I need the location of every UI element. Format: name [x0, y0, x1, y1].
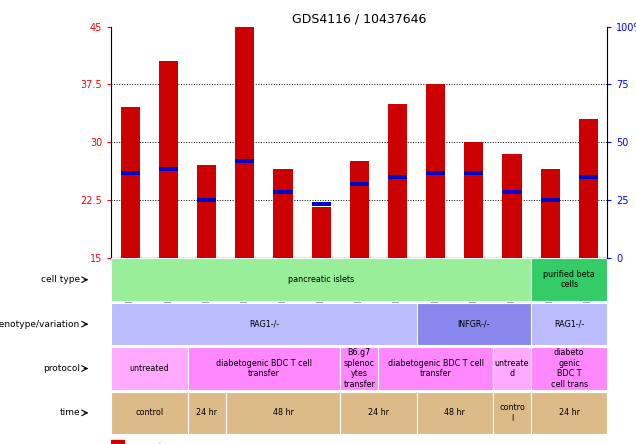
Bar — [197, 198, 216, 202]
Text: control: control — [135, 408, 163, 417]
Bar — [493, 347, 531, 390]
Bar — [312, 207, 331, 258]
Text: count: count — [134, 443, 163, 444]
Title: GDS4116 / 10437646: GDS4116 / 10437646 — [292, 12, 427, 25]
Bar — [502, 190, 522, 194]
Bar — [235, 27, 254, 258]
Bar — [417, 303, 531, 345]
Bar — [350, 182, 369, 186]
Text: RAG1-/-: RAG1-/- — [554, 320, 584, 329]
Bar — [111, 303, 417, 345]
Text: 24 hr: 24 hr — [196, 408, 218, 417]
Text: untreated: untreated — [130, 364, 169, 373]
Text: pancreatic islets: pancreatic islets — [288, 275, 354, 284]
Text: time: time — [60, 408, 80, 417]
Bar — [531, 392, 607, 434]
Text: 24 hr: 24 hr — [368, 408, 389, 417]
Bar — [531, 347, 607, 390]
Bar — [493, 392, 531, 434]
Bar — [312, 202, 331, 206]
Bar — [121, 107, 140, 258]
Bar — [111, 258, 531, 301]
Text: 24 hr: 24 hr — [558, 408, 580, 417]
Bar — [111, 392, 188, 434]
Bar — [464, 142, 483, 258]
Bar — [188, 347, 340, 390]
Bar — [426, 171, 445, 175]
Bar — [464, 171, 483, 175]
Bar — [226, 392, 340, 434]
Bar — [111, 347, 188, 390]
Bar — [340, 347, 378, 390]
Text: 48 hr: 48 hr — [273, 408, 293, 417]
Text: protocol: protocol — [43, 364, 80, 373]
Text: contro
l: contro l — [499, 403, 525, 423]
Bar — [426, 84, 445, 258]
Text: diabetogenic BDC T cell
transfer: diabetogenic BDC T cell transfer — [216, 359, 312, 378]
Bar — [541, 198, 560, 202]
Bar — [121, 171, 140, 175]
Text: INFGR-/-: INFGR-/- — [457, 320, 490, 329]
Bar — [378, 347, 493, 390]
Bar — [273, 169, 293, 258]
Text: untreate
d: untreate d — [495, 359, 529, 378]
Bar — [502, 154, 522, 258]
Bar — [340, 392, 417, 434]
Bar — [388, 103, 407, 258]
Bar — [188, 392, 226, 434]
Text: purified beta
cells: purified beta cells — [543, 270, 595, 289]
Bar — [417, 392, 493, 434]
Bar — [159, 61, 178, 258]
Text: cell type: cell type — [41, 275, 80, 284]
Text: B6.g7
splenoc
ytes
transfer: B6.g7 splenoc ytes transfer — [343, 349, 375, 388]
Bar — [197, 165, 216, 258]
Bar — [159, 167, 178, 171]
Text: RAG1-/-: RAG1-/- — [249, 320, 279, 329]
Bar — [273, 190, 293, 194]
Text: 48 hr: 48 hr — [445, 408, 465, 417]
Text: diabeto
genic
BDC T
cell trans: diabeto genic BDC T cell trans — [551, 349, 588, 388]
Text: diabetogenic BDC T cell
transfer: diabetogenic BDC T cell transfer — [388, 359, 483, 378]
Bar — [388, 175, 407, 178]
Bar — [579, 175, 598, 178]
Bar — [541, 169, 560, 258]
Bar — [350, 161, 369, 258]
Bar — [235, 159, 254, 163]
Bar — [531, 258, 607, 301]
Bar — [111, 440, 123, 444]
Bar — [579, 119, 598, 258]
Bar — [531, 303, 607, 345]
Text: genotype/variation: genotype/variation — [0, 320, 80, 329]
